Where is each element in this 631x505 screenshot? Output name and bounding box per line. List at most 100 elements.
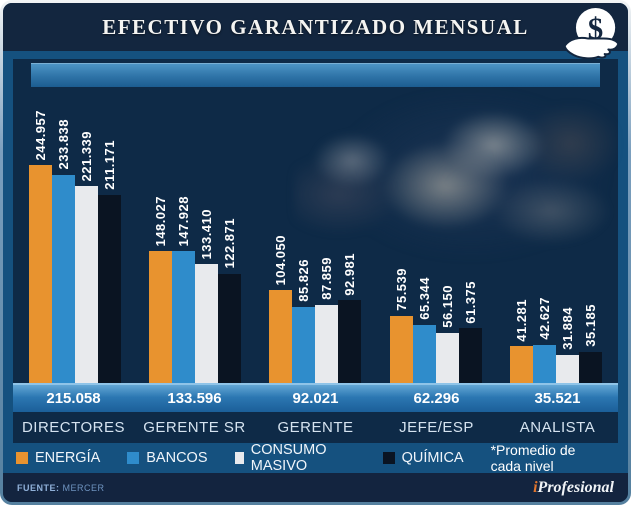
dollar-hand-icon: $: [563, 8, 620, 60]
bar: [29, 165, 53, 383]
bar-group: 41.281 42.627 31.884 35.185: [496, 297, 616, 383]
category-label: ANALISTA: [519, 419, 596, 436]
bar: [389, 315, 413, 383]
bar: [435, 333, 459, 383]
average-band: 215.058 133.596 92.021 62.296 35.521: [13, 383, 618, 412]
bar: [218, 273, 242, 383]
bar-group: 148.027 147.928 133.410 122.871: [135, 196, 255, 383]
legend-item: QUÍMICA: [382, 450, 464, 466]
legend-label: CONSUMO MASIVO: [250, 442, 327, 474]
bar-column: 65.344: [412, 277, 436, 383]
bar-column: 148.027: [149, 195, 173, 383]
legend-label: ENERGÍA: [35, 450, 101, 466]
category-axis: DIRECTORES GERENTE SR GERENTE JEFE/ESP ANALI…: [13, 412, 618, 443]
bar-value-label: 42.627: [536, 297, 552, 341]
legend-item: BANCOS: [127, 450, 208, 466]
bar-column: 147.928: [172, 195, 196, 383]
bar-column: 221.339: [75, 130, 99, 383]
bar-value-label: 56.150: [439, 285, 455, 328]
bar-value-label: 147.928: [176, 195, 192, 247]
bar-column: 41.281: [509, 299, 533, 383]
bar-column: 211.171: [98, 140, 122, 383]
bar-group: 244.957 233.838 221.339 211.171: [15, 109, 135, 383]
brand-rest: Profesional: [537, 478, 614, 496]
bar-column: 104.050: [269, 235, 293, 383]
bar: [149, 251, 173, 383]
legend-swatch: [234, 452, 244, 464]
bar-value-label: 87.859: [319, 257, 335, 300]
bar-column: 122.871: [218, 218, 242, 383]
bar-value-label: 92.981: [342, 252, 358, 296]
bar: [509, 346, 533, 383]
bar-value-label: 75.539: [393, 268, 409, 311]
bar: [315, 304, 339, 383]
legend-swatch: [127, 452, 140, 464]
bar: [412, 324, 436, 383]
bar-column: 85.826: [292, 258, 316, 383]
category-label: GERENTE: [277, 419, 354, 436]
brand-prefix: i: [533, 478, 538, 496]
bar: [578, 351, 602, 383]
legend-label: BANCOS: [146, 450, 208, 466]
chart-body: 244.957 233.838 221.339 211.171 148.027 147.9…: [3, 51, 628, 443]
category-label: DIRECTORES: [21, 419, 126, 436]
header-bar: EFECTIVO GARANTIZADO MENSUAL $: [3, 3, 628, 60]
bar-column: 87.859: [315, 257, 339, 383]
bar-value-label: 148.027: [153, 195, 169, 247]
bar: [458, 328, 482, 383]
bar: [338, 300, 362, 383]
average-value: 133.596: [167, 390, 222, 407]
legend-label: QUÍMICA: [401, 450, 464, 466]
bar-plot: 244.957 233.838 221.339 211.171 148.027 147.9…: [13, 87, 618, 383]
bar: [555, 354, 579, 383]
legend-swatch: [382, 452, 395, 464]
page-title: EFECTIVO GARANTIZADO MENSUAL: [102, 14, 529, 39]
bar: [269, 290, 293, 383]
bar-value-label: 85.826: [296, 258, 312, 302]
bar-column: 61.375: [458, 280, 482, 383]
source-value: MERCER: [62, 482, 105, 493]
bar: [532, 345, 556, 383]
bar-column: 75.539: [389, 268, 413, 383]
average-value: 215.058: [46, 390, 101, 407]
average-value: 92.021: [292, 390, 339, 407]
brand-logo: iProfesional: [533, 479, 614, 497]
bar-column: 31.884: [555, 306, 579, 383]
money-hands-photo: [294, 89, 616, 259]
average-value: 62.296: [413, 390, 460, 407]
bar-column: 133.410: [195, 209, 219, 383]
legend-swatch: [16, 452, 28, 464]
top-gradient-band: [31, 63, 600, 87]
bar: [172, 251, 196, 383]
bar-column: 35.185: [578, 304, 602, 383]
legend-item: ENERGÍA: [16, 450, 100, 466]
bar-group: 104.050 85.826 87.859 92.981: [255, 235, 375, 383]
bar: [292, 306, 316, 383]
average-value: 35.521: [534, 390, 581, 407]
bar-value-label: 65.344: [416, 277, 432, 320]
average-note: *Promedio de cada nivel: [490, 442, 576, 474]
bar: [75, 186, 99, 383]
bar: [98, 195, 122, 383]
bar-value-label: 61.375: [462, 280, 478, 324]
bar-value-label: 211.171: [102, 140, 118, 191]
bar-value-label: 221.339: [79, 130, 95, 182]
source-credit: FUENTE: MERCER: [17, 483, 105, 493]
bar: [195, 264, 219, 383]
legend-item: CONSUMO MASIVO: [234, 442, 356, 474]
bar-column: 56.150: [435, 285, 459, 383]
bar-column: 244.957: [29, 109, 53, 383]
svg-text:$: $: [588, 11, 604, 46]
category-label: GERENTE SR: [143, 419, 246, 436]
bar-value-label: 244.957: [33, 109, 49, 161]
category-label: JEFE/ESP: [399, 419, 474, 436]
bar-column: 92.981: [338, 252, 362, 383]
bar: [52, 174, 76, 383]
bar-value-label: 31.884: [559, 306, 575, 350]
bar-group: 75.539 65.344 56.150 61.375: [376, 268, 496, 383]
chart-panel: 244.957 233.838 221.339 211.171 148.027 147.9…: [13, 59, 618, 443]
bar-column: 42.627: [532, 297, 556, 383]
infographic: EFECTIVO GARANTIZADO MENSUAL $ 244.957 23…: [3, 3, 628, 502]
bar-column: 233.838: [52, 119, 76, 383]
